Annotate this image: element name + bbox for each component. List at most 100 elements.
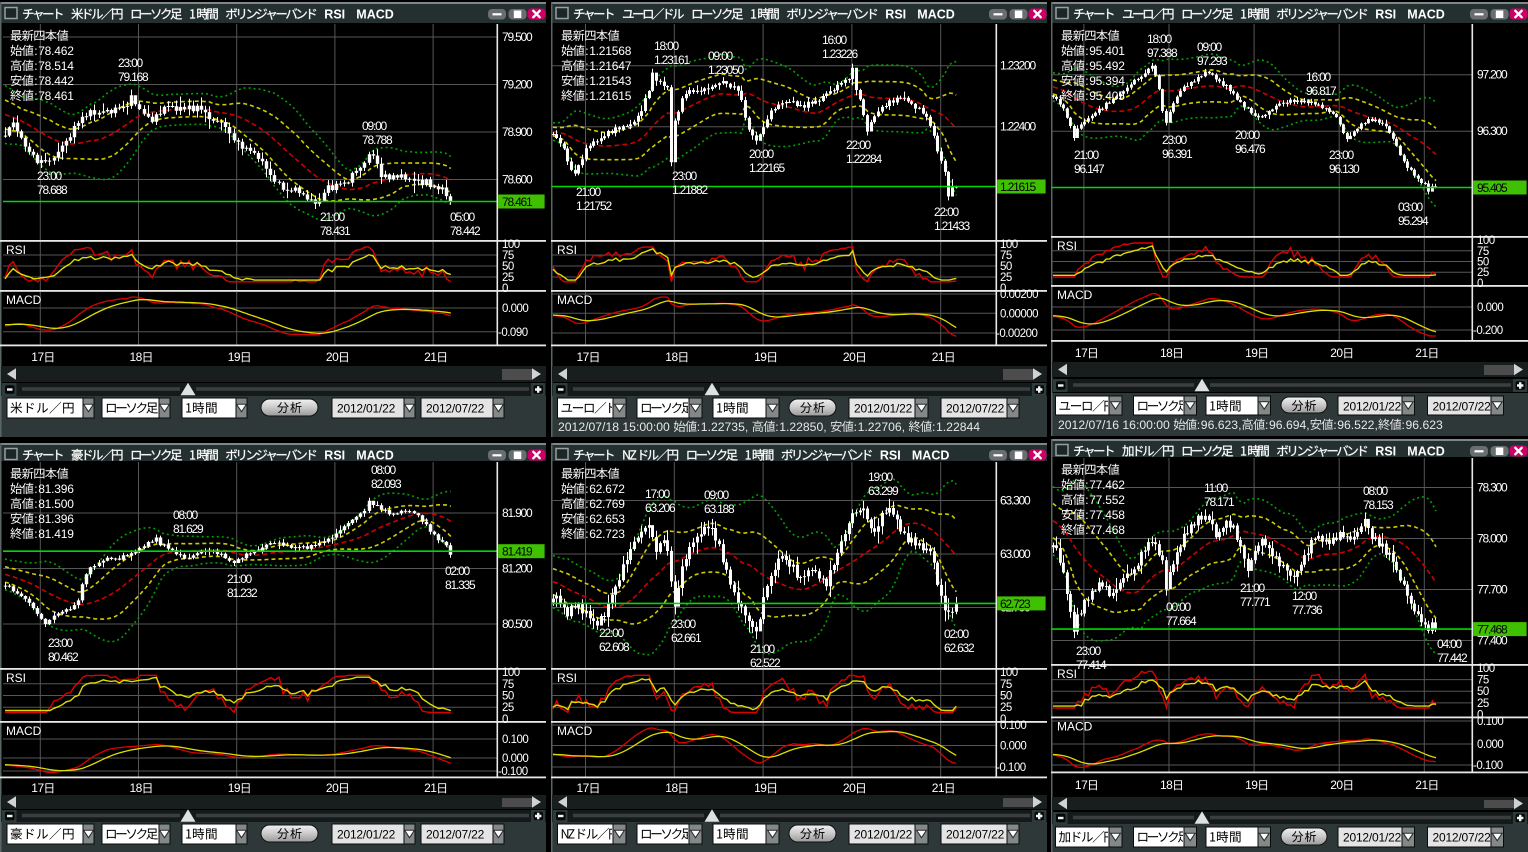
- svg-text:03:00: 03:00: [1398, 200, 1424, 214]
- svg-text:0.00200: 0.00200: [1000, 289, 1038, 301]
- svg-text:1.22706,: 1.22706,: [858, 420, 905, 434]
- svg-text:02:00: 02:00: [445, 564, 471, 578]
- svg-text:RSI: RSI: [1057, 239, 1077, 253]
- svg-text:78.461: 78.461: [38, 89, 74, 103]
- svg-text:02:00: 02:00: [944, 627, 970, 641]
- svg-text:18:00: 18:00: [654, 39, 680, 53]
- svg-text:1.22735,: 1.22735,: [701, 420, 748, 434]
- svg-text:50: 50: [1000, 261, 1012, 273]
- svg-text:RSI: RSI: [324, 8, 345, 22]
- svg-text:1.23200: 1.23200: [1000, 59, 1037, 73]
- svg-text:63.299: 63.299: [868, 484, 899, 498]
- svg-text:08:00: 08:00: [1363, 484, 1389, 498]
- svg-text:25: 25: [502, 702, 514, 714]
- svg-text:RSI: RSI: [880, 449, 901, 463]
- svg-text:21: 21: [424, 350, 437, 364]
- svg-text:81.500: 81.500: [38, 497, 74, 511]
- svg-text:81.200: 81.200: [502, 562, 533, 576]
- svg-text:RSI: RSI: [1057, 667, 1077, 681]
- svg-text:MACD: MACD: [356, 449, 394, 463]
- svg-text:22:00: 22:00: [599, 626, 625, 640]
- svg-text:19: 19: [754, 350, 767, 364]
- svg-text:21:00: 21:00: [1074, 148, 1100, 162]
- svg-text:0.000: 0.000: [502, 753, 528, 765]
- svg-text:96.147: 96.147: [1074, 162, 1105, 176]
- svg-text::: :: [1085, 59, 1088, 73]
- svg-text:63.000: 63.000: [1000, 547, 1031, 561]
- svg-text:78.688: 78.688: [37, 183, 68, 197]
- svg-text:1.21543: 1.21543: [589, 74, 632, 88]
- svg-text:22:00: 22:00: [934, 205, 960, 219]
- svg-text:78.431: 78.431: [320, 224, 351, 238]
- svg-text:2012/07/16 16:00:00: 2012/07/16 16:00:00: [1058, 418, 1170, 432]
- svg-text::: :: [1333, 418, 1336, 432]
- svg-text:09:00: 09:00: [704, 488, 730, 502]
- svg-text::: :: [854, 420, 857, 434]
- svg-text:100: 100: [1477, 235, 1495, 247]
- svg-text:78.442: 78.442: [38, 74, 74, 88]
- svg-text:20: 20: [326, 350, 339, 364]
- svg-text:75: 75: [1000, 250, 1012, 262]
- svg-text:77.442: 77.442: [1437, 651, 1468, 665]
- svg-text:78.153: 78.153: [1363, 498, 1394, 512]
- svg-text:25: 25: [1000, 272, 1012, 284]
- svg-text:2012/01/22: 2012/01/22: [1343, 400, 1402, 414]
- svg-text:2012/07/22: 2012/07/22: [1433, 831, 1492, 845]
- svg-text:95.492: 95.492: [1089, 59, 1125, 73]
- svg-text:05:00: 05:00: [450, 210, 476, 224]
- svg-text:18: 18: [130, 781, 143, 795]
- svg-text:95.394: 95.394: [1089, 74, 1125, 88]
- svg-text:1.22284: 1.22284: [846, 152, 883, 166]
- svg-text::: :: [1085, 74, 1088, 88]
- svg-text::: :: [1085, 44, 1088, 58]
- svg-text:19: 19: [1245, 778, 1258, 792]
- svg-text:17: 17: [1075, 778, 1088, 792]
- svg-text::: :: [34, 44, 37, 58]
- svg-text:78.442: 78.442: [450, 224, 481, 238]
- svg-text:77.458: 77.458: [1089, 508, 1125, 522]
- svg-text:1.21615: 1.21615: [589, 89, 632, 103]
- svg-text:17: 17: [1075, 346, 1088, 360]
- svg-text:78.000: 78.000: [1477, 532, 1508, 546]
- svg-text:1.21615: 1.21615: [1000, 180, 1037, 194]
- svg-text:96.522,: 96.522,: [1337, 418, 1378, 432]
- svg-text:2012/07/22: 2012/07/22: [946, 828, 1005, 842]
- svg-text:62.672: 62.672: [589, 482, 625, 496]
- svg-text:-0.090: -0.090: [498, 327, 528, 339]
- svg-text:RSI: RSI: [557, 671, 577, 685]
- svg-text:1.22844: 1.22844: [936, 420, 980, 434]
- svg-text:95.294: 95.294: [1398, 214, 1429, 228]
- svg-text:18:00: 18:00: [1147, 32, 1173, 46]
- svg-text:50: 50: [1000, 691, 1012, 703]
- svg-text:78.900: 78.900: [502, 125, 533, 139]
- svg-text:97.388: 97.388: [1147, 46, 1178, 60]
- svg-text:MACD: MACD: [912, 449, 950, 463]
- svg-text:0.000: 0.000: [1000, 741, 1026, 753]
- svg-text:09:00: 09:00: [708, 49, 734, 63]
- svg-text:MACD: MACD: [6, 724, 42, 738]
- svg-text:17:00: 17:00: [645, 487, 671, 501]
- svg-text:1.23161: 1.23161: [654, 53, 691, 67]
- svg-text:96.817: 96.817: [1306, 84, 1337, 98]
- svg-text:RSI: RSI: [6, 243, 26, 257]
- svg-text:2012/01/22: 2012/01/22: [854, 402, 913, 416]
- svg-text:100: 100: [502, 667, 520, 679]
- svg-text:96.391: 96.391: [1162, 147, 1193, 161]
- svg-text:62.632: 62.632: [944, 641, 975, 655]
- svg-text:1.22400: 1.22400: [1000, 120, 1037, 134]
- svg-text:23:00: 23:00: [48, 636, 74, 650]
- svg-text:21: 21: [932, 781, 945, 795]
- svg-text:20:00: 20:00: [1235, 128, 1261, 142]
- svg-text:0: 0: [1000, 714, 1006, 726]
- svg-text:79.500: 79.500: [502, 30, 533, 44]
- svg-text:96.694,: 96.694,: [1269, 418, 1310, 432]
- svg-text:95.401: 95.401: [1089, 44, 1125, 58]
- svg-text:18: 18: [665, 350, 678, 364]
- svg-text:MACD: MACD: [1407, 8, 1445, 22]
- svg-text::: :: [775, 420, 778, 434]
- svg-text:1.21647: 1.21647: [589, 59, 632, 73]
- svg-text:25: 25: [502, 272, 514, 284]
- svg-text:-0.100: -0.100: [498, 766, 528, 778]
- svg-text:79.200: 79.200: [502, 78, 533, 92]
- svg-text:0: 0: [502, 283, 508, 295]
